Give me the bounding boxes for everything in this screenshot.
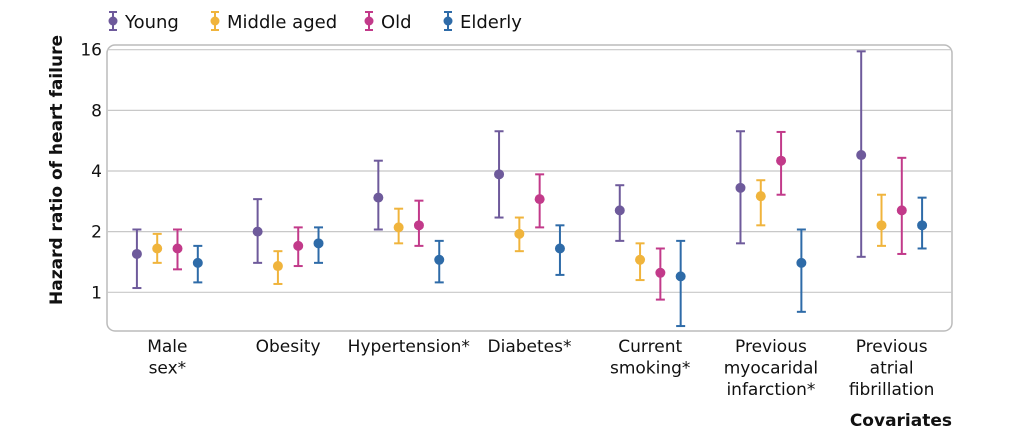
y-tick-label: 4 [91, 162, 102, 182]
x-category-label: Current smoking* [610, 337, 690, 379]
chart-legend: Young Middle aged Old Elderly [108, 11, 522, 33]
plot-frame [106, 44, 953, 332]
data-point [735, 182, 746, 193]
data-point [534, 194, 545, 205]
legend-label: Old [381, 12, 412, 33]
y-axis-ticks: 1 2 4 8 16 [80, 41, 102, 304]
series-young [131, 50, 867, 290]
gridlines [107, 49, 952, 293]
legend-item: Old [364, 11, 412, 33]
data-point [313, 238, 324, 249]
data-point [272, 261, 283, 272]
x-axis-categories: Male sex* Obesity Hypertension* Diabetes* Cur… [147, 337, 934, 400]
y-tick-label: 2 [91, 223, 102, 243]
data-point [152, 243, 163, 254]
x-category-label: Diabetes* [488, 337, 572, 357]
errorbar-icon [210, 11, 220, 31]
data-point [675, 271, 686, 282]
data-point [856, 150, 867, 161]
error-bar [676, 239, 686, 328]
error-bar [796, 228, 806, 313]
x-category-label: Previous atrial fibrillation [849, 337, 935, 400]
data-point [293, 240, 304, 251]
legend-item: Middle aged [210, 11, 337, 33]
data-point [494, 169, 505, 180]
data-point [434, 254, 445, 265]
data-point [896, 205, 907, 216]
legend-label: Young [124, 12, 179, 33]
data-point [776, 155, 787, 166]
x-axis-title: Covariates [850, 411, 952, 431]
data-point [252, 226, 263, 237]
data-point [917, 220, 928, 231]
errorbar-icon [108, 11, 118, 31]
data-point [192, 257, 203, 268]
legend-label: Elderly [460, 12, 522, 33]
data-point [373, 192, 384, 203]
y-tick-label: 1 [91, 283, 102, 303]
series-middle-aged [152, 179, 887, 285]
data-point [655, 267, 666, 278]
error-bar [876, 193, 886, 247]
x-category-label: Male sex* [147, 337, 187, 379]
legend-item: Elderly [443, 11, 522, 33]
data-point [614, 205, 625, 216]
data-marks [131, 50, 928, 328]
data-point [514, 228, 525, 239]
x-category-label: Previous myocaridal infarction* [724, 337, 818, 400]
data-point [131, 248, 142, 259]
errorbar-icon [364, 11, 374, 31]
data-point [876, 220, 887, 231]
legend-item: Young [108, 11, 179, 33]
legend-label: Middle aged [227, 12, 337, 33]
error-bar [756, 179, 766, 227]
x-category-label: Hypertension* [348, 337, 470, 357]
series-elderly [192, 196, 928, 328]
data-point [796, 257, 807, 268]
data-point [755, 191, 766, 202]
data-point [413, 220, 424, 231]
errorbar-icon [443, 11, 453, 31]
data-point [554, 243, 565, 254]
y-tick-label: 8 [91, 101, 102, 121]
data-point [172, 243, 183, 254]
x-category-label: Obesity [256, 337, 321, 357]
y-axis-title: Hazard ratio of heart failure [47, 35, 67, 305]
data-point [393, 222, 404, 233]
data-point [635, 254, 646, 265]
series-old [172, 130, 907, 301]
y-tick-label: 16 [80, 41, 102, 61]
